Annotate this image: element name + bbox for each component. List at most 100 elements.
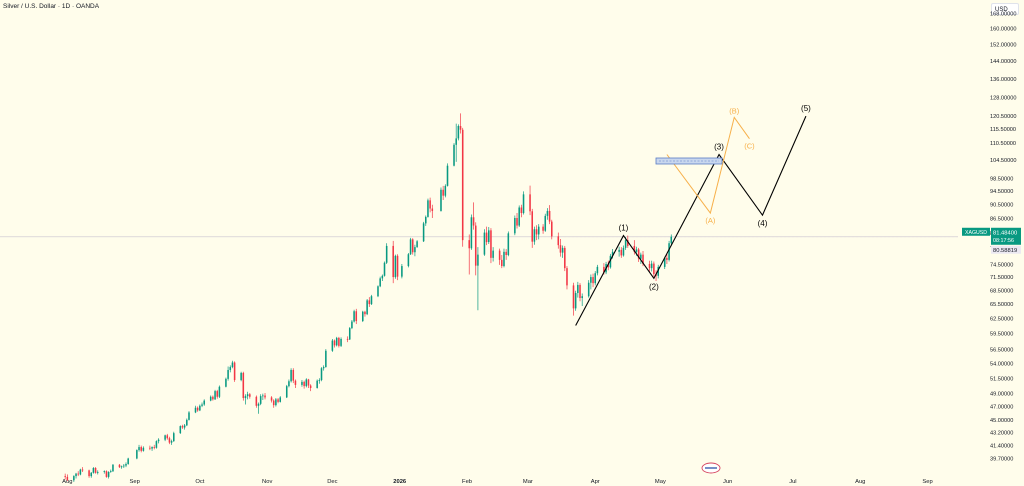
x-tick-label: Sep — [130, 479, 140, 485]
candle-body — [155, 441, 158, 448]
countdown-text: 08:17:56 — [993, 238, 1014, 244]
candle-body — [366, 300, 368, 315]
candle-body — [227, 369, 229, 379]
chart-title: Silver / U.S. Dollar · 1D · OANDA — [3, 3, 100, 10]
candle-body — [459, 126, 462, 130]
candle-body — [264, 395, 266, 398]
last-price-tag — [991, 227, 1021, 245]
candle-body — [427, 200, 429, 217]
candle-body — [446, 165, 449, 186]
candle-body — [520, 207, 523, 214]
candle-body — [487, 230, 490, 243]
candle-body — [416, 241, 418, 248]
candle-body — [88, 470, 90, 477]
candle-body — [507, 233, 510, 256]
candle-body — [574, 293, 577, 309]
candle-body — [414, 247, 416, 253]
candle-body — [285, 386, 288, 398]
currency-button[interactable]: USD — [991, 3, 1019, 15]
candle-body — [166, 435, 169, 439]
candle-body — [138, 447, 140, 451]
candle-body — [535, 229, 538, 235]
candle-body — [225, 378, 227, 387]
y-tick-label: 110.50000 — [990, 141, 1016, 147]
candle-body — [301, 381, 303, 385]
y-tick-label: 168.00000 — [990, 12, 1016, 18]
candle-body — [490, 230, 492, 258]
y-tick-label: 65.50000 — [990, 302, 1013, 308]
candle-body — [394, 255, 397, 278]
candle-body — [79, 469, 82, 475]
candle-body — [242, 372, 245, 399]
y-tick-label: 45.00000 — [990, 418, 1013, 424]
candle-body — [325, 350, 327, 368]
candle-body — [637, 249, 640, 259]
candle-body — [377, 286, 379, 297]
y-tick-label: 90.50000 — [990, 202, 1013, 208]
candle-body — [214, 391, 216, 400]
time-axis[interactable]: Aug Sep Oct Nov Dec 2026 Feb Mar Apr May Jun Jul Aug… — [62, 479, 933, 485]
candle-body — [483, 232, 486, 255]
candle-body — [668, 243, 670, 260]
candle-body — [561, 247, 564, 253]
x-tick-label: Nov — [262, 479, 272, 485]
candle-body — [542, 226, 544, 231]
y-tick-label: 51.50000 — [990, 376, 1013, 382]
candle-body — [81, 469, 84, 471]
candle-body — [503, 251, 505, 267]
candle-body — [648, 263, 651, 269]
y-tick-label: 136.00000 — [990, 77, 1016, 83]
candle-body — [444, 185, 447, 196]
impulse-wave-label: (5) — [801, 104, 811, 113]
candle-body — [594, 273, 597, 284]
candle-body — [140, 447, 142, 451]
candle-body — [157, 439, 160, 442]
candle-body — [125, 463, 127, 466]
candle-body — [559, 245, 562, 253]
candle-body — [409, 239, 412, 255]
x-tick-label: May — [655, 479, 666, 485]
candle-body — [498, 250, 501, 260]
y-tick-label: 54.00000 — [990, 362, 1013, 368]
candle-body — [603, 266, 605, 273]
candle-body — [457, 126, 460, 139]
candle-body — [440, 189, 442, 211]
candle-body — [516, 217, 518, 226]
candle-body — [620, 249, 623, 256]
candle-body — [666, 257, 668, 260]
candle-body — [112, 464, 114, 472]
candle-body — [173, 433, 175, 442]
candle-body — [422, 223, 425, 242]
candle-body — [229, 367, 232, 370]
y-tick-label: 59.50000 — [990, 332, 1013, 338]
candle-body — [194, 407, 197, 413]
candle-body — [142, 447, 145, 451]
y-tick-label: 71.50000 — [990, 275, 1013, 281]
candle-body — [442, 189, 444, 196]
candle-body — [257, 403, 260, 406]
candle-body — [392, 245, 394, 278]
y-tick-label: 160.00000 — [990, 27, 1016, 33]
candle-body — [123, 465, 125, 467]
candle-body — [246, 394, 249, 397]
price-axis[interactable]: 168.00000 160.00000 152.00000 144.00000 136.… — [990, 12, 1016, 463]
candle-body — [151, 447, 153, 449]
candle-body — [385, 245, 388, 263]
candle-body — [618, 249, 620, 252]
candle-body — [505, 251, 507, 256]
candle-body — [346, 338, 349, 340]
candle-body — [401, 266, 403, 277]
candle-body — [216, 391, 219, 397]
candle-body — [611, 251, 614, 256]
candle-body — [642, 254, 644, 264]
candle-body — [153, 447, 156, 448]
y-tick-label: 120.50000 — [990, 114, 1016, 120]
candle-body — [168, 438, 171, 443]
candle-body — [537, 226, 540, 235]
candle-body — [309, 385, 312, 388]
y-tick-label: 43.20000 — [990, 430, 1013, 436]
y-tick-label: 68.50000 — [990, 288, 1013, 294]
candle-body — [650, 263, 653, 269]
candle-body — [307, 379, 310, 386]
